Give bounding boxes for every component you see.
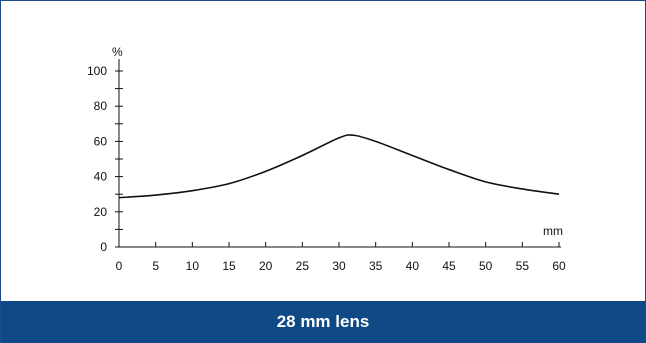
x-tick-label-8: 40 bbox=[406, 259, 420, 273]
series-line-0 bbox=[118, 134, 560, 199]
x-tick-label-0: 0 bbox=[116, 259, 123, 273]
y-tick-label-1: 20 bbox=[94, 205, 108, 219]
x-tick-label-11: 55 bbox=[516, 259, 530, 273]
x-tick-label-2: 10 bbox=[186, 259, 200, 273]
y-tick-label-2: 40 bbox=[94, 170, 108, 184]
x-tick-label-7: 35 bbox=[369, 259, 383, 273]
x-tick-label-12: 60 bbox=[552, 259, 566, 273]
caption-bar: 28 mm lens bbox=[1, 301, 645, 343]
x-tick-label-5: 25 bbox=[296, 259, 310, 273]
y-tick-label-3: 60 bbox=[94, 134, 108, 148]
x-tick-label-3: 15 bbox=[222, 259, 236, 273]
chart-area: 0 5 10 15 20 25 30 35 40 45 50 55 60 0 20 40 60 80 100 % m… bbox=[1, 1, 645, 301]
y-axis-label: % bbox=[112, 45, 123, 59]
ticks bbox=[115, 70, 560, 248]
axes bbox=[118, 59, 561, 248]
x-axis-label: mm bbox=[543, 224, 563, 238]
y-tick-label-4: 80 bbox=[94, 99, 108, 113]
caption-text: 28 mm lens bbox=[276, 312, 370, 331]
y-tick-label-5: 100 bbox=[87, 64, 107, 78]
x-tick-label-1: 5 bbox=[152, 259, 159, 273]
x-tick-label-9: 45 bbox=[442, 259, 456, 273]
y-tick-label-0: 0 bbox=[100, 240, 107, 254]
tick-labels: 0 5 10 15 20 25 30 35 40 45 50 55 60 0 20 40 60 80 100 bbox=[87, 64, 566, 273]
x-tick-label-4: 20 bbox=[259, 259, 273, 273]
x-tick-label-6: 30 bbox=[332, 259, 346, 273]
series-layer bbox=[118, 134, 560, 199]
x-tick-label-10: 50 bbox=[479, 259, 493, 273]
lens-chart: 0 5 10 15 20 25 30 35 40 45 50 55 60 0 20 40 60 80 100 % m… bbox=[87, 45, 566, 273]
